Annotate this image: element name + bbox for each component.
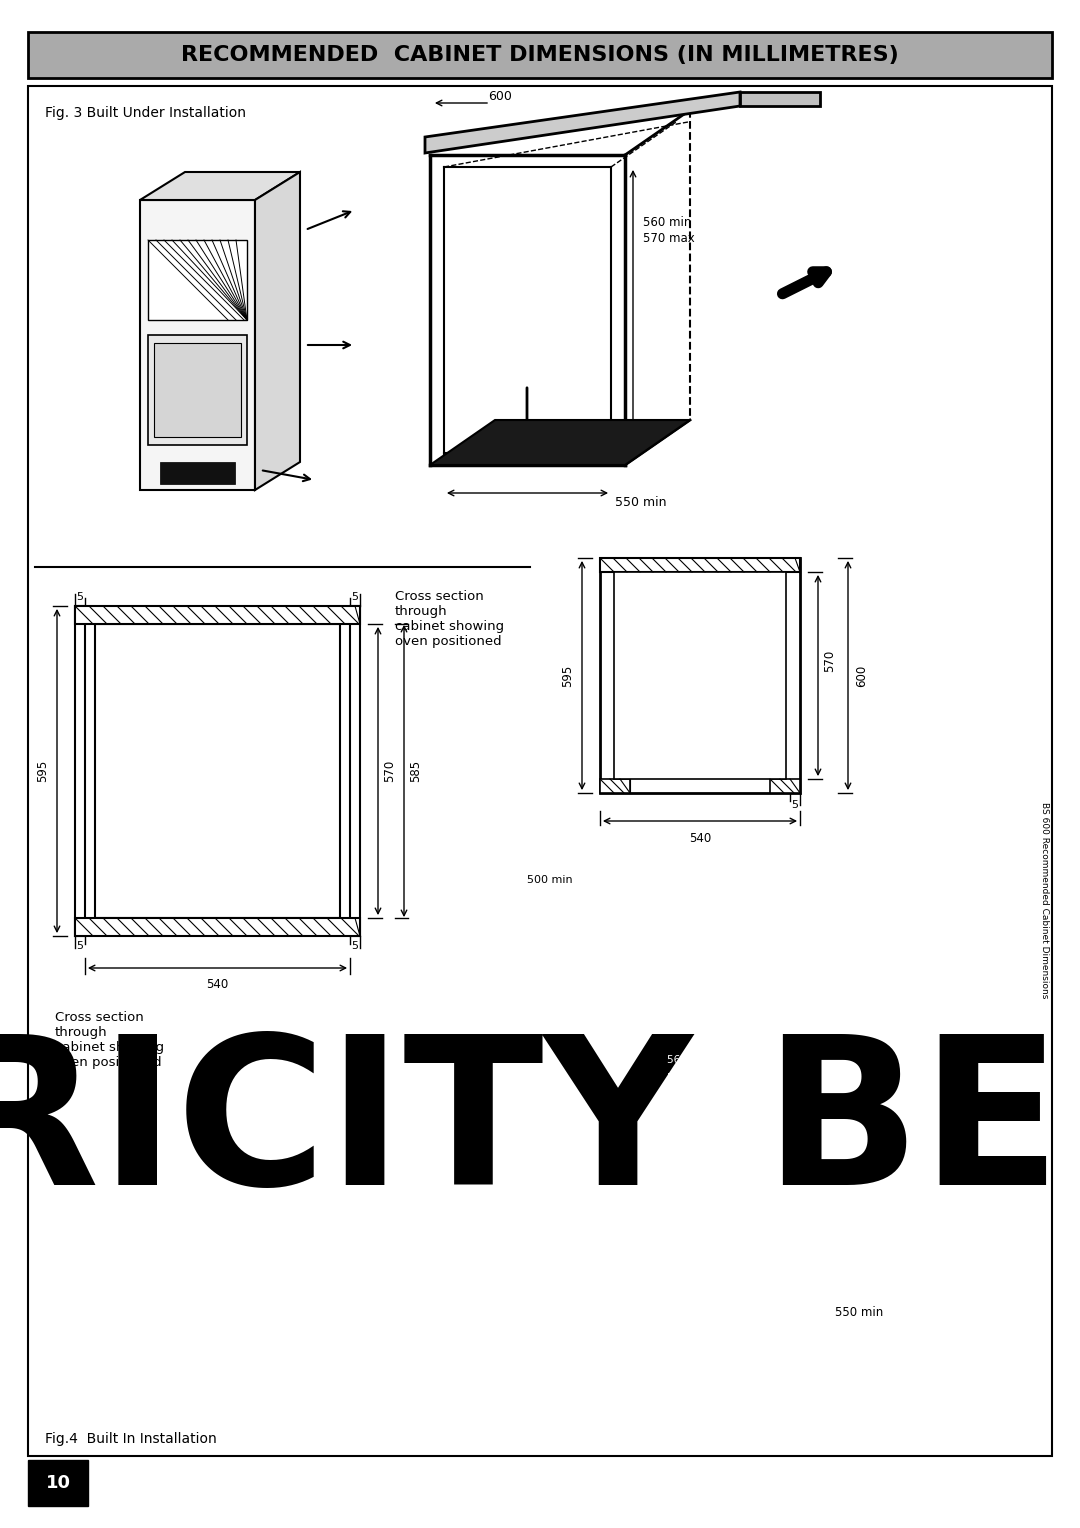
Text: 570: 570 — [383, 759, 396, 782]
Bar — [148, 240, 247, 319]
Text: 595: 595 — [37, 759, 50, 782]
Text: 5: 5 — [792, 801, 798, 810]
Text: Fig.4  Built In Installation: Fig.4 Built In Installation — [45, 1432, 217, 1445]
Polygon shape — [426, 92, 740, 153]
Text: 10: 10 — [45, 1475, 70, 1491]
Text: 500 min: 500 min — [527, 876, 572, 885]
Bar — [600, 558, 800, 793]
Text: 550 min: 550 min — [835, 1305, 883, 1319]
Text: 5: 5 — [77, 941, 83, 950]
Bar — [600, 558, 800, 571]
Text: Fig. 3 Built Under Installation: Fig. 3 Built Under Installation — [45, 105, 246, 121]
Bar — [75, 607, 85, 937]
Text: 5: 5 — [351, 591, 359, 602]
Bar — [75, 607, 360, 623]
Text: 560 min: 560 min — [667, 1054, 710, 1065]
Text: 570 max: 570 max — [643, 232, 694, 246]
Bar — [154, 342, 241, 437]
Bar — [28, 32, 1052, 78]
Bar — [75, 918, 360, 937]
Bar — [28, 86, 1052, 1456]
Text: Cross section
through
cabinet showing
oven positioned: Cross section through cabinet showing ov… — [395, 590, 504, 648]
Text: 595: 595 — [562, 665, 575, 686]
Polygon shape — [140, 173, 300, 200]
Text: 550 min: 550 min — [615, 497, 666, 509]
Text: 585: 585 — [409, 759, 422, 782]
Text: TRICITY BENDIX: TRICITY BENDIX — [0, 1027, 1080, 1227]
Bar — [95, 623, 340, 918]
Text: Cross section
through
cabinet showing
oven positioned: Cross section through cabinet showing ov… — [55, 1012, 164, 1070]
Text: 570: 570 — [824, 649, 837, 672]
Text: 540: 540 — [206, 978, 229, 990]
Bar — [770, 779, 800, 793]
Bar — [28, 1459, 87, 1507]
Text: 600: 600 — [855, 665, 868, 686]
Text: BS 600 Recommended Cabinet Dimensions: BS 600 Recommended Cabinet Dimensions — [1039, 802, 1049, 998]
Bar — [600, 779, 630, 793]
Bar — [615, 571, 786, 779]
Bar — [160, 461, 235, 484]
Bar — [0, 0, 1080, 31]
Text: 5: 5 — [351, 941, 359, 950]
Bar — [350, 607, 360, 937]
Polygon shape — [255, 173, 300, 490]
Bar — [148, 335, 247, 445]
Text: 540: 540 — [689, 833, 711, 845]
Text: 600: 600 — [488, 90, 512, 104]
Polygon shape — [740, 92, 820, 105]
Text: RECOMMENDED  CABINET DIMENSIONS (IN MILLIMETRES): RECOMMENDED CABINET DIMENSIONS (IN MILLI… — [181, 44, 899, 66]
Polygon shape — [430, 420, 690, 465]
Bar — [140, 200, 255, 490]
Text: 560 min: 560 min — [643, 217, 691, 229]
Text: 5: 5 — [77, 591, 83, 602]
Text: 570 max: 570 max — [667, 1073, 713, 1083]
